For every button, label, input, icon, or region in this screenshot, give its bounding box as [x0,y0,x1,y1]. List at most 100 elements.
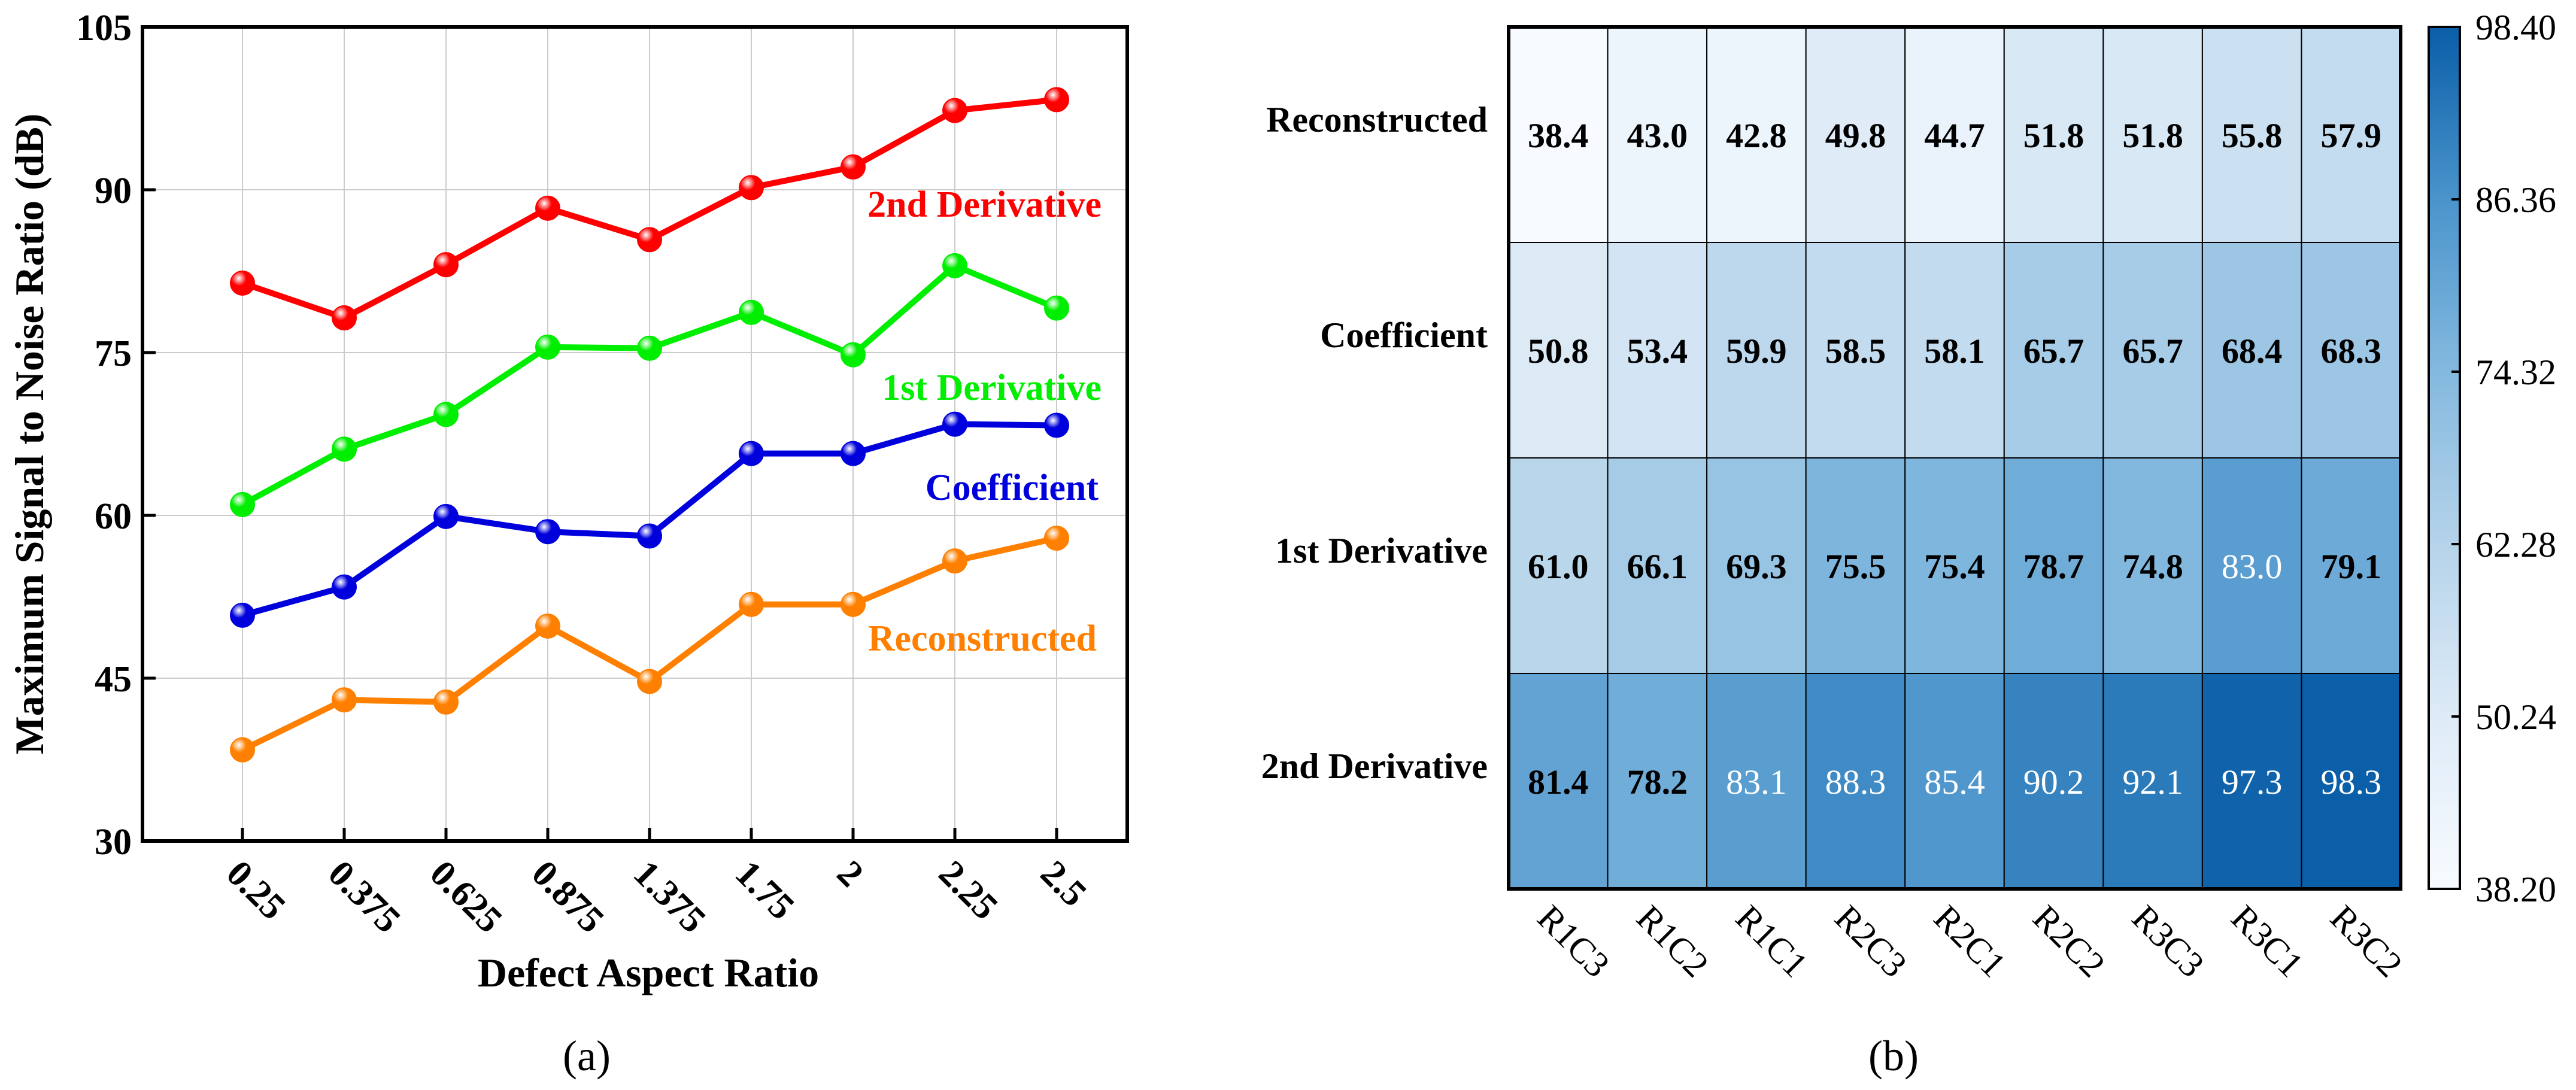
heatmap-cell-value: 83.1 [1726,763,1787,801]
y-tick-label: 105 [76,8,132,48]
heatmap-cell [2102,673,2203,889]
heatmap-cell-value: 42.8 [1726,116,1787,155]
heatmap-cell [1904,673,2005,889]
heatmap-column-label: R1C1 [1728,898,1816,985]
heatmap-cell [2102,457,2203,674]
data-point-coefficient [637,523,662,549]
heatmap-cell-value: 69.3 [1726,547,1787,586]
heatmap-panel: 38.4 43.0 42.8 49.8 44.7 51.8 51.8 55.8 57.9 50.8… [1261,8,2556,1080]
data-point-1st-derivative [942,253,967,278]
heatmap-cell-value: 78.7 [2023,547,2085,586]
x-tick-label: 2.5 [1033,853,1094,915]
data-point-2nd-derivative [535,195,560,221]
heatmap-cell [1706,26,1807,243]
data-point-1st-derivative [739,299,764,325]
data-point-reconstructed [841,591,866,617]
data-point-coefficient [739,441,764,466]
heatmap-cell [2301,242,2401,459]
heatmap-cell-value: 58.5 [1825,332,1886,371]
heatmap-cell-value: 75.5 [1825,547,1886,586]
heatmap-cell [1805,457,1906,674]
colorbar-tick-label: 38.20 [2475,870,2556,909]
data-point-1st-derivative [433,402,459,427]
heatmap-row-label: 2nd Derivative [1261,746,1488,786]
line-chart-x-ticks: 0.25 0.375 0.625 0.875 1.375 1.75 2 2.25 2.5 [219,828,1094,941]
line-chart-frame [141,25,1129,843]
line-chart-series-group [230,87,1069,763]
heatmap-cell [1607,242,1708,459]
x-tick-label: 1.375 [626,853,714,941]
data-point-1st-derivative [637,335,662,361]
line-chart-y-ticks: 30 45 60 75 90 105 [76,8,156,863]
data-point-coefficient [1044,412,1069,438]
heatmap-cell-value: 49.8 [1825,116,1886,155]
heatmap-cell-value: 53.4 [1627,332,1688,371]
heatmap-cells: 38.4 43.0 42.8 49.8 44.7 51.8 51.8 55.8 57.9 50.8… [1508,26,2401,889]
heatmap-cell [2301,26,2401,243]
data-point-reconstructed [230,737,255,763]
heatmap-cell [1706,673,1807,889]
line-chart-grid [142,27,1127,841]
heatmap-cell-value: 51.8 [2023,116,2085,155]
heatmap-column-label: R2C3 [1827,898,1914,985]
heatmap-cell-value: 57.9 [2320,116,2381,155]
data-point-2nd-derivative [230,270,255,296]
x-tick-label: 1.75 [727,853,802,928]
colorbar [2428,26,2461,890]
data-point-2nd-derivative [433,252,459,278]
heatmap-column-label: R2C1 [1926,898,2014,985]
data-point-coefficient [535,519,560,545]
panel-a-label: (a) [563,1032,611,1080]
heatmap-cell-value: 50.8 [1528,332,1589,371]
y-tick-label: 60 [95,496,132,537]
heatmap-cell [1607,26,1708,243]
series-label-coefficient: Coefficient [926,467,1099,508]
heatmap-cell-value: 74.8 [2122,547,2183,586]
data-point-coefficient [332,574,357,600]
y-tick-label: 75 [95,333,132,374]
heatmap-cell [2201,457,2302,674]
data-point-1st-derivative [332,436,357,462]
heatmap-cell-value: 61.0 [1528,547,1589,586]
heatmap-cell [2201,26,2302,243]
y-tick-label: 30 [95,822,132,863]
x-tick-label: 2.25 [931,853,1006,928]
heatmap-cell-value: 65.7 [2023,332,2085,371]
heatmap-cell-value: 90.2 [2023,763,2085,801]
heatmap-column-label: R3C1 [2223,898,2311,985]
data-point-1st-derivative [230,491,255,517]
data-point-reconstructed [1044,526,1069,551]
heatmap-cell [1607,457,1708,674]
colorbar-tick-label: 62.28 [2475,525,2556,564]
heatmap-cell-value: 81.4 [1528,763,1589,801]
x-tick-label: 2 [829,853,871,895]
x-tick-label: 0.25 [219,853,293,928]
data-point-coefficient [942,411,967,437]
heatmap-row-label: Coefficient [1320,315,1488,355]
heatmap-cell [2003,457,2104,674]
data-point-reconstructed [535,613,560,639]
heatmap-cell-value: 43.0 [1627,116,1688,155]
y-tick-label: 45 [95,659,132,700]
heatmap-cell-value: 55.8 [2222,116,2283,155]
heatmap-cell-value: 51.8 [2122,116,2183,155]
data-point-2nd-derivative [942,98,967,123]
heatmap-cell [2102,242,2203,459]
heatmap-column-label: R3C3 [2125,898,2212,985]
data-point-1st-derivative [1044,295,1069,321]
heatmap-cell [2102,26,2203,243]
heatmap-cell-value: 68.4 [2222,332,2283,371]
data-point-1st-derivative [841,342,866,368]
heatmap-cell-value: 78.2 [1627,763,1688,801]
data-point-2nd-derivative [739,175,764,201]
colorbar-tick-label: 86.36 [2475,180,2556,220]
data-point-coefficient [841,441,866,466]
heatmap-cell [1904,26,2005,243]
heatmap-cell [1706,242,1807,459]
heatmap-cell [2003,242,2104,459]
x-tick-label: 0.875 [524,853,612,941]
heatmap-row-labels: Reconstructed Coefficient 1st Derivative 2n… [1261,100,1488,786]
heatmap-cell [1508,673,1609,889]
data-point-2nd-derivative [1044,87,1069,113]
